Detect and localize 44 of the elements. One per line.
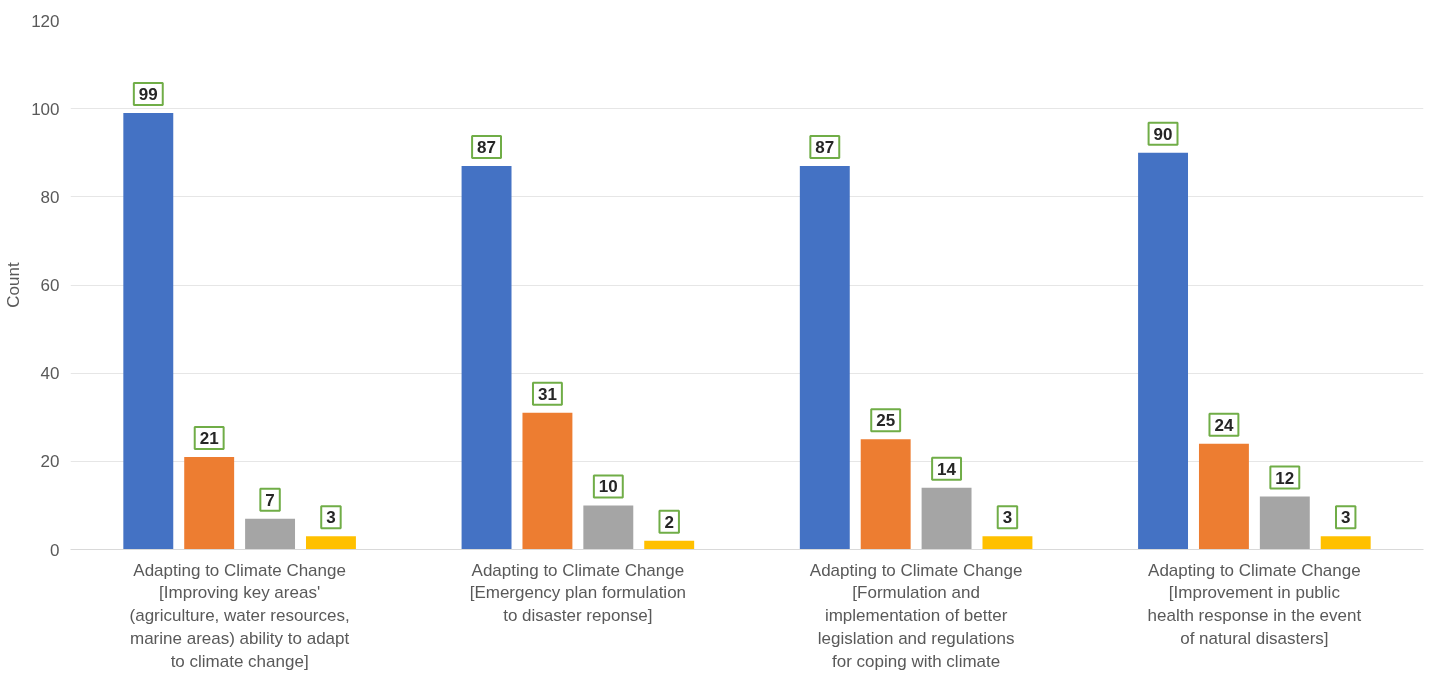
bar — [184, 456, 235, 550]
data-label: 10 — [598, 477, 618, 497]
data-label: 14 — [937, 459, 957, 479]
bar — [461, 165, 512, 550]
data-label: 3 — [1002, 508, 1013, 528]
bar — [1320, 536, 1371, 550]
y-tick-label: 100 — [31, 99, 60, 119]
bar — [1198, 443, 1249, 550]
data-label: 87 — [815, 137, 835, 157]
data-label: 21 — [199, 428, 219, 448]
x-tick-label: Adapting to Climate Change [Improvement in public health response in the event of natural disasters] — [1147, 560, 1362, 648]
data-label: 12 — [1275, 468, 1295, 488]
x-tick-label: Adapting to Climate Change [Emergency plan formulation to disaster reponse] — [469, 560, 687, 626]
data-label: 99 — [138, 85, 158, 105]
data-label: 87 — [477, 137, 497, 157]
data-label: 31 — [537, 384, 557, 404]
y-tick-label: 20 — [40, 452, 60, 472]
data-label: 25 — [876, 411, 896, 431]
y-tick-label: 40 — [40, 364, 60, 384]
bar — [522, 412, 573, 550]
x-tick-label: Adapting to Climate Change [Formulation and implementation of better legislation and regulations for coping with climate — [809, 560, 1023, 671]
bar — [1259, 496, 1310, 550]
data-label: 7 — [265, 490, 275, 510]
y-tick-label: 120 — [31, 11, 60, 31]
data-label: 90 — [1153, 124, 1173, 144]
bar — [860, 439, 911, 550]
bar — [921, 487, 972, 550]
data-label: 3 — [326, 508, 336, 528]
y-tick-label: 80 — [40, 187, 60, 207]
bar — [982, 536, 1033, 550]
data-label: 3 — [1340, 508, 1351, 528]
bar — [583, 505, 634, 550]
data-label: 2 — [664, 512, 674, 532]
bar — [644, 540, 695, 550]
y-tick-label: 0 — [50, 540, 60, 560]
bar — [799, 165, 850, 550]
bar — [245, 518, 296, 550]
bar — [1138, 152, 1189, 550]
y-axis-title: Count — [4, 262, 24, 308]
bar — [305, 536, 356, 550]
data-label: 24 — [1214, 415, 1234, 435]
y-tick-label: 60 — [40, 276, 60, 295]
bar — [123, 113, 174, 550]
x-tick-label: Adapting to Climate Change [Improving key areas' (agriculture, water resources, marine areas) ability to adapt to climate change] — [129, 560, 350, 671]
